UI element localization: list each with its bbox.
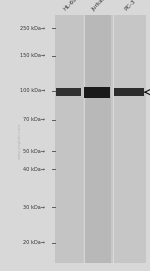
- Text: 50 kDa→: 50 kDa→: [23, 149, 45, 154]
- Bar: [114, 88, 144, 96]
- Text: 250 kDa→: 250 kDa→: [20, 26, 45, 31]
- Text: 40 kDa→: 40 kDa→: [23, 167, 45, 172]
- Text: Jurkat: Jurkat: [91, 0, 106, 12]
- Text: 150 kDa→: 150 kDa→: [20, 53, 45, 58]
- Bar: [113, 15, 146, 263]
- Text: www.ptglab.com: www.ptglab.com: [18, 123, 21, 159]
- Bar: [84, 15, 111, 263]
- Text: PC-3: PC-3: [123, 0, 136, 12]
- Text: 20 kDa→: 20 kDa→: [23, 240, 45, 245]
- Text: 70 kDa→: 70 kDa→: [23, 117, 45, 122]
- Bar: [55, 15, 146, 263]
- Bar: [84, 87, 110, 98]
- Text: 30 kDa→: 30 kDa→: [23, 205, 45, 210]
- Bar: [56, 88, 81, 96]
- Text: HL-60: HL-60: [62, 0, 78, 12]
- Text: 100 kDa→: 100 kDa→: [20, 88, 45, 93]
- Bar: [55, 15, 83, 263]
